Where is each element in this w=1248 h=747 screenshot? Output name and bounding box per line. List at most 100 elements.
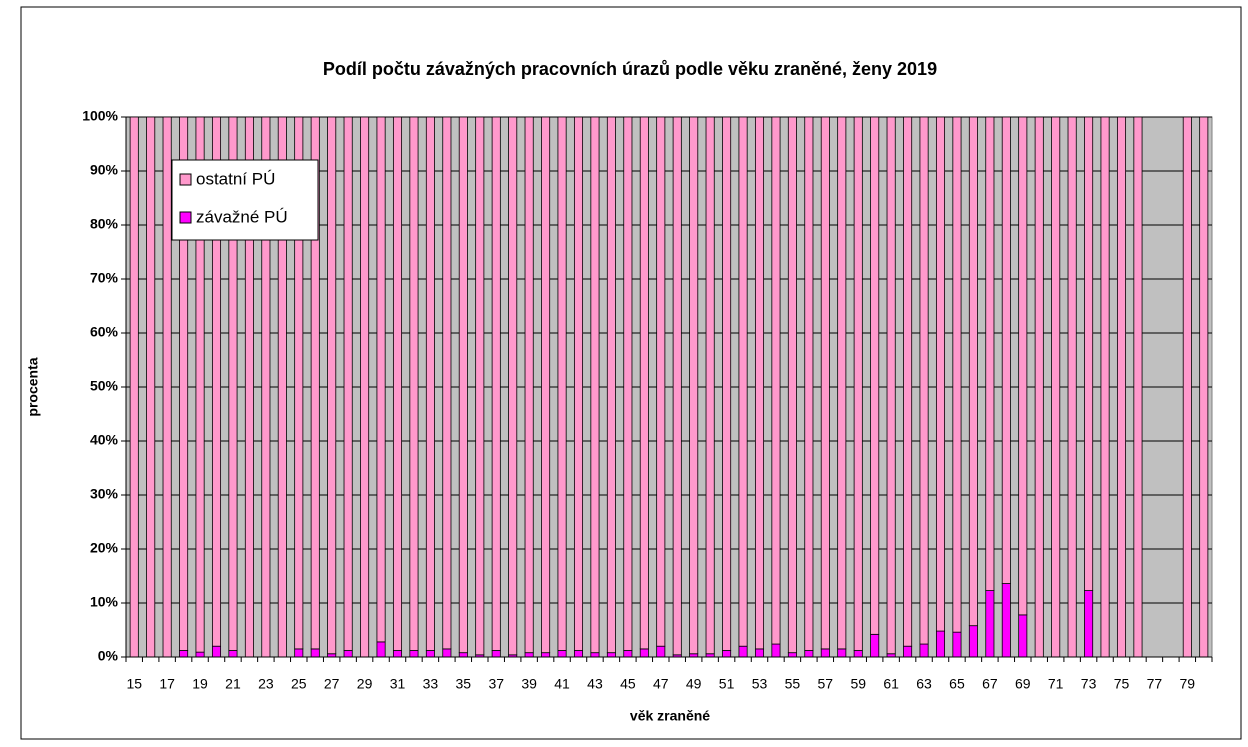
bar-segment	[672, 116, 682, 656]
bar-segment	[524, 652, 534, 658]
bar-segment	[1001, 583, 1011, 658]
bar-segment	[195, 651, 205, 658]
bar-segment	[425, 116, 435, 651]
bar-segment	[738, 645, 748, 658]
bar-segment	[195, 116, 205, 653]
x-tick-label: 73	[1081, 676, 1097, 692]
legend-swatch	[179, 173, 192, 186]
legend-label: závažné PÚ	[196, 207, 288, 226]
bar-segment	[985, 116, 995, 591]
x-tick-label: 29	[357, 676, 373, 692]
bar-segment	[1001, 116, 1011, 584]
x-tick-label: 57	[818, 676, 834, 692]
bar-segment	[919, 643, 929, 658]
x-tick-label: 69	[1015, 676, 1031, 692]
x-tick-label: 61	[883, 676, 899, 692]
bar-segment	[837, 116, 847, 650]
bar-segment	[573, 116, 584, 651]
bar-segment	[1182, 116, 1192, 658]
y-tick-label: 0%	[98, 648, 119, 664]
x-tick-label: 53	[752, 676, 768, 692]
bar-segment	[1084, 590, 1094, 658]
y-tick-label: 60%	[90, 324, 119, 340]
bar-segment	[442, 116, 452, 650]
x-tick-label: 77	[1147, 676, 1163, 692]
bar-segment	[606, 116, 616, 654]
bar-segment	[343, 116, 353, 651]
x-tick-label: 33	[423, 676, 439, 692]
y-tick-label: 100%	[82, 108, 118, 124]
x-axis-label: věk zraněné	[630, 708, 710, 724]
bar-segment	[590, 652, 600, 658]
bar-segment	[952, 116, 962, 633]
bar-segment	[294, 648, 304, 658]
bar-segment	[722, 650, 732, 658]
bar-segment	[1084, 116, 1094, 591]
bar-segment	[623, 116, 633, 651]
bar-segment	[639, 116, 649, 650]
bar-segment	[1100, 116, 1110, 658]
x-tick-label: 49	[686, 676, 702, 692]
bar-segment	[919, 116, 929, 645]
bar-segment	[903, 645, 913, 658]
bar-segment	[606, 652, 616, 658]
bar-segment	[491, 650, 501, 658]
x-tick-label: 25	[291, 676, 307, 692]
bar-segment	[294, 116, 304, 650]
bar-segment	[343, 650, 353, 658]
bar-segment	[1199, 116, 1209, 658]
bar-segment	[886, 116, 896, 655]
bar-segment	[771, 116, 781, 645]
bar-segment	[623, 650, 633, 658]
bar-segment	[870, 633, 880, 658]
y-tick-label: 90%	[90, 162, 119, 178]
bar-segment	[360, 116, 370, 658]
bar-segment	[853, 116, 863, 651]
bar-segment	[804, 116, 814, 651]
bar-segment	[935, 116, 946, 632]
y-tick-label: 20%	[90, 540, 119, 556]
x-tick-label: 37	[488, 676, 504, 692]
bar-segment	[179, 116, 189, 651]
bar-segment	[409, 116, 419, 651]
bar-segment	[1018, 614, 1028, 658]
bar-segment	[228, 116, 238, 651]
legend	[171, 159, 319, 241]
bar-segment	[935, 630, 946, 658]
bar-segment	[228, 650, 238, 658]
bar-segment	[327, 116, 337, 655]
bar-segment	[952, 631, 962, 658]
bar-segment	[656, 116, 666, 647]
x-tick-label: 35	[456, 676, 472, 692]
x-tick-label: 39	[521, 676, 537, 692]
x-tick-label: 41	[554, 676, 570, 692]
bar-segment	[590, 116, 600, 654]
bar-segment	[738, 116, 748, 647]
x-tick-label: 45	[620, 676, 636, 692]
bar-segment	[820, 116, 830, 650]
bar-segment	[1034, 116, 1044, 658]
bar-segment	[179, 650, 189, 658]
bar-segment	[771, 643, 781, 658]
x-tick-label: 75	[1114, 676, 1130, 692]
y-tick-label: 10%	[90, 594, 119, 610]
bar-segment	[787, 652, 797, 658]
bar-segment	[689, 116, 699, 655]
bar-segment	[146, 116, 156, 658]
bar-segment	[376, 641, 386, 658]
bar-segment	[409, 650, 419, 658]
bar-segment	[541, 652, 551, 658]
bar-segment	[392, 116, 403, 651]
x-tick-label: 23	[258, 676, 274, 692]
bar-segment	[870, 116, 880, 635]
y-tick-label: 80%	[90, 216, 119, 232]
bar-segment	[310, 116, 320, 650]
bar-segment	[1116, 116, 1127, 658]
bar-segment	[754, 648, 765, 658]
y-tick-label: 40%	[90, 432, 119, 448]
bar-segment	[968, 116, 978, 627]
x-tick-label: 15	[126, 676, 142, 692]
x-tick-label: 31	[390, 676, 406, 692]
bar-segment	[754, 116, 765, 650]
bar-segment	[392, 650, 403, 658]
